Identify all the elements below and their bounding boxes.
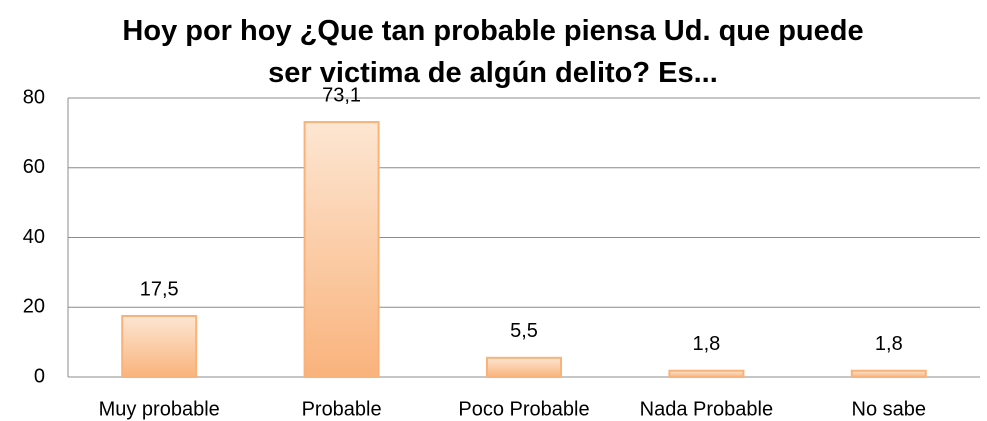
value-label: 1,8	[692, 333, 720, 355]
x-tick-label: Probable	[302, 398, 382, 420]
bar	[303, 121, 380, 378]
x-tick-label: Nada Probable	[640, 398, 773, 420]
y-tick-label: 60	[23, 156, 45, 178]
x-tick-label: Poco Probable	[458, 398, 589, 420]
value-label: 5,5	[510, 320, 538, 342]
bar	[486, 356, 562, 379]
bar	[850, 369, 927, 379]
bar	[668, 369, 745, 379]
x-tick-label: Muy probable	[99, 398, 220, 420]
y-tick-label: 0	[34, 365, 45, 387]
y-tick-label: 40	[23, 226, 45, 248]
chart-title: Hoy por hoy ¿Que tan probable piensa Ud.…	[122, 15, 864, 89]
x-tick-label: No sabe	[852, 398, 927, 420]
y-tick-label: 80	[23, 86, 45, 108]
value-label: 73,1	[322, 84, 361, 106]
y-tick-label: 20	[23, 296, 45, 318]
value-label: 1,8	[875, 333, 903, 355]
value-label: 17,5	[140, 278, 179, 300]
bar	[121, 314, 198, 378]
